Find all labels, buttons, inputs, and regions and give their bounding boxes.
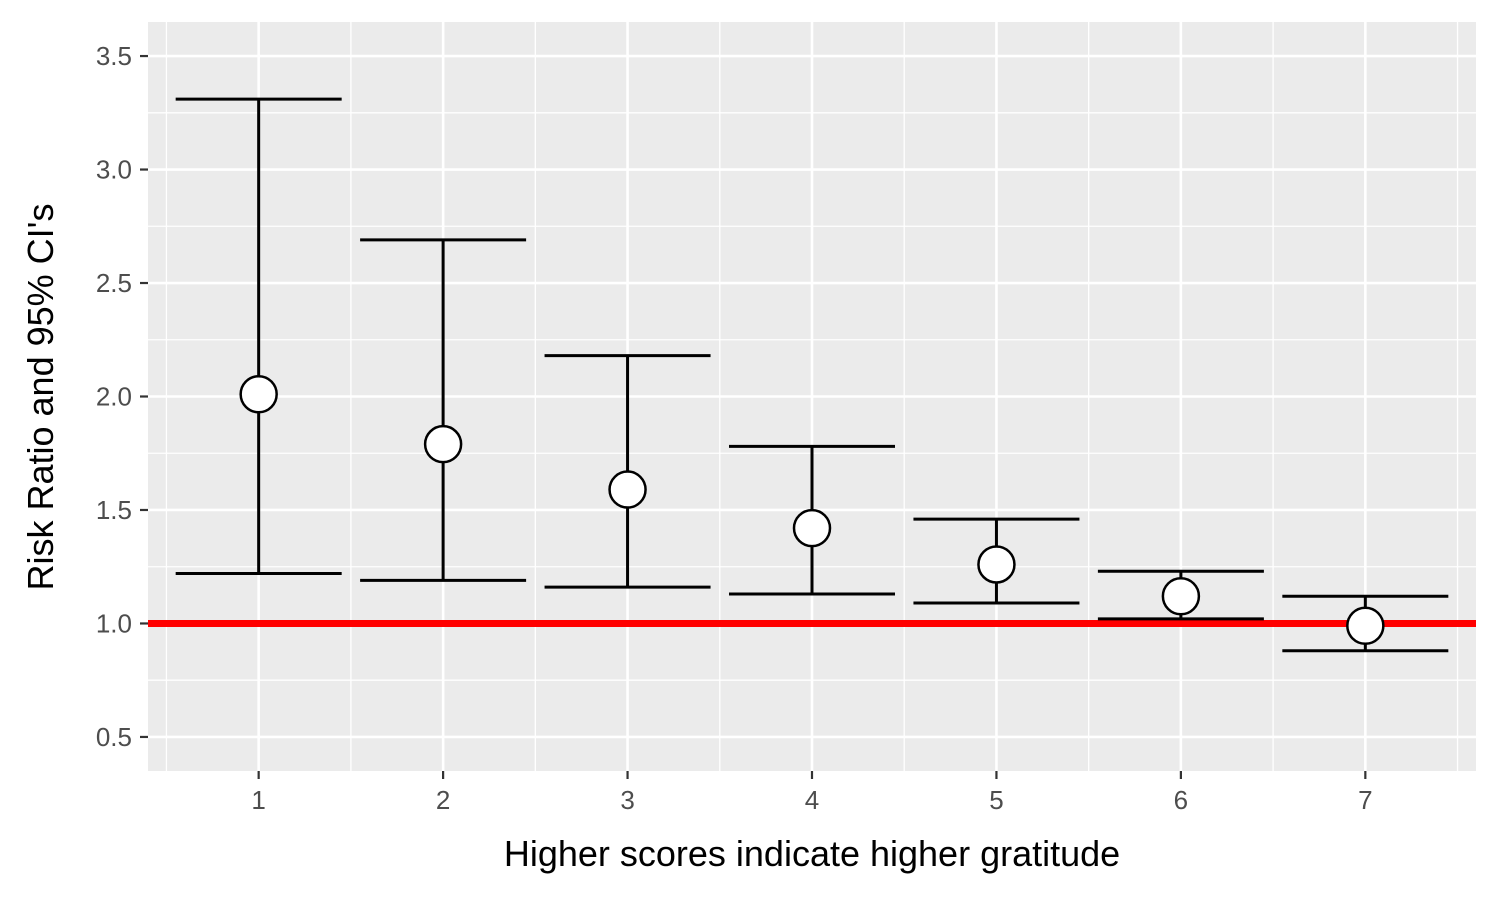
point-marker (608, 470, 647, 509)
y-tick-label: 3.5 (96, 41, 132, 71)
x-tick-label: 3 (620, 785, 634, 815)
point-marker (239, 374, 278, 414)
x-tick-label: 2 (436, 785, 450, 815)
error-bars (175, 97, 1449, 653)
x-tick-label: 7 (1358, 785, 1372, 815)
y-tick-label: 2.5 (96, 268, 132, 298)
y-tick-label: 2.0 (96, 382, 132, 412)
x-tick-label: 1 (251, 785, 265, 815)
x-tick-label: 6 (1174, 785, 1188, 815)
point-marker (977, 545, 1016, 584)
y-axis-label: Risk Ratio and 95% CI's (20, 203, 61, 590)
x-tick-label: 4 (805, 785, 819, 815)
point-marker (423, 424, 463, 464)
y-tick-label: 0.5 (96, 722, 132, 752)
point-marker (1346, 606, 1385, 645)
point-marker (792, 508, 832, 548)
axis-ticks: 1 2 3 4 5 6 7 0.5 1.0 1.5 2.0 2.5 3.0 3.5 (96, 41, 1373, 815)
y-tick-label: 3.0 (96, 155, 132, 185)
y-tick-label: 1.0 (96, 608, 132, 638)
point-markers (239, 374, 1385, 645)
x-axis-label: Higher scores indicate higher gratitude (504, 833, 1120, 874)
point-marker (1161, 576, 1201, 616)
x-tick-label: 5 (989, 785, 1003, 815)
y-tick-label: 1.5 (96, 495, 132, 525)
